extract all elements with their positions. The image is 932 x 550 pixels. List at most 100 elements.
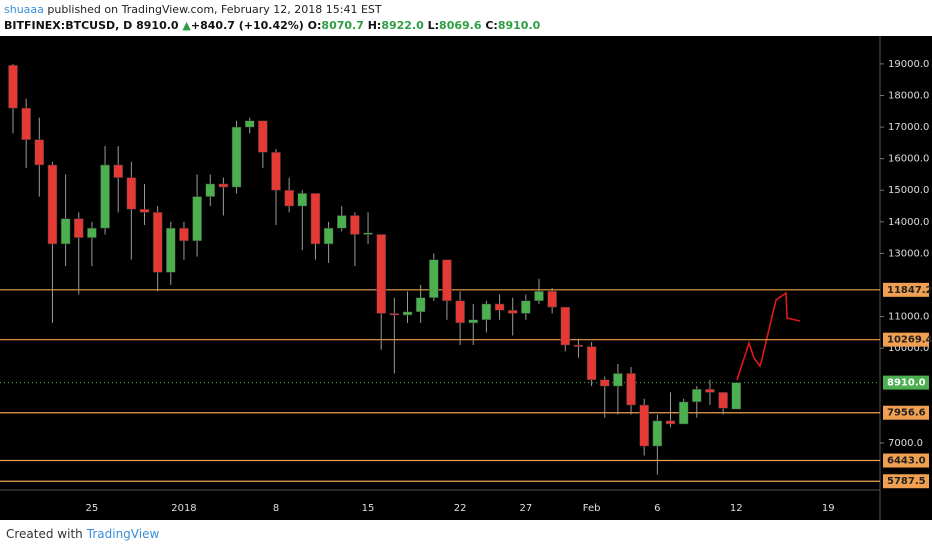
candle-body: [258, 120, 268, 153]
candle-body: [678, 401, 689, 425]
last-price: 8910.0: [136, 19, 179, 32]
candle-body: [297, 193, 308, 207]
candle-body: [47, 164, 58, 245]
l-label: L:: [427, 19, 440, 32]
x-tick-label: 15: [362, 503, 375, 514]
created-with: Created with: [6, 527, 83, 541]
candle-body: [34, 139, 45, 166]
candle-body: [665, 420, 676, 425]
publish-line: shuaaa published on TradingView.com, Feb…: [4, 3, 382, 16]
candle-body: [494, 303, 505, 311]
annotation-drawing: [736, 291, 801, 381]
candle-body: [692, 388, 702, 403]
ohlc-line: BITFINEX:BTCUSD, D 8910.0 ▲+840.7 (+10.4…: [4, 19, 540, 32]
candle-body: [244, 120, 255, 128]
y-tick-label: 11000.0: [888, 312, 929, 323]
candle-body: [74, 218, 84, 238]
x-tick-label: Feb: [583, 503, 601, 514]
candle-body: [350, 215, 360, 235]
candle-body: [521, 300, 531, 314]
candle-body: [560, 306, 571, 346]
candle-body: [573, 344, 584, 347]
x-tick-label: 25: [86, 503, 99, 514]
candle-body: [284, 189, 294, 207]
candle-body: [534, 291, 544, 302]
symbol: BITFINEX:BTCUSD, D: [4, 19, 133, 32]
level-box: [883, 405, 929, 420]
candle-body: [152, 212, 163, 273]
candle-body: [271, 152, 281, 191]
candle-body: [415, 297, 426, 313]
y-tick-label: 15000.0: [888, 185, 929, 196]
candle-body: [87, 227, 97, 238]
x-tick-label: 22: [454, 503, 467, 514]
level-box: [883, 474, 929, 489]
level-label: 10269.4: [887, 335, 932, 346]
candle-body: [652, 420, 663, 447]
candle-body: [8, 64, 18, 109]
last-price-box: [883, 375, 929, 390]
candle-body: [389, 313, 400, 316]
change-arrow: ▲: [182, 19, 191, 32]
candle-body: [547, 291, 557, 308]
close-value: 8910.0: [497, 19, 541, 32]
candle-body: [402, 311, 413, 316]
candle-body: [192, 196, 202, 242]
x-tick-label: 8: [273, 503, 279, 514]
brand[interactable]: TradingView: [86, 527, 160, 541]
candle-body: [507, 310, 518, 314]
candle-body: [139, 208, 150, 213]
o-label: O:: [307, 19, 322, 32]
level-box: [883, 453, 929, 468]
candle-body: [731, 382, 741, 410]
level-box: [883, 332, 929, 347]
level-label: 7956.6: [887, 408, 926, 419]
candle-body: [310, 193, 321, 245]
candle-body: [205, 183, 215, 197]
y-tick-label: 13000.0: [888, 248, 929, 259]
candle-body: [337, 215, 347, 229]
candle-body: [613, 373, 623, 387]
h-label: H:: [367, 19, 382, 32]
candle-body: [218, 183, 229, 188]
chart: 7000.0 10000.0 11000.0 13000.0 14000.0 15000.…: [0, 36, 932, 520]
candle-body: [60, 218, 71, 245]
candle-body: [363, 232, 373, 235]
candle-body: [718, 392, 728, 409]
candle-body: [705, 388, 715, 393]
candle-body: [113, 164, 123, 178]
y-tick-label: 19000.0: [888, 59, 929, 70]
change: +840.7 (+10.42%): [190, 19, 304, 32]
candle-body: [481, 303, 492, 320]
level-label: 6443.0: [887, 456, 926, 467]
chart-background: [0, 36, 932, 520]
y-tick-label: 10000.0: [888, 343, 929, 354]
low-value: 8069.6: [439, 19, 482, 32]
y-tick-label: 16000.0: [888, 154, 929, 165]
x-tick-label: 12: [730, 503, 743, 514]
candle-body: [639, 404, 649, 447]
candle-body: [586, 346, 597, 381]
last-price-label: 8910.0: [887, 378, 926, 389]
candle-body: [429, 259, 439, 298]
candle-body: [376, 234, 386, 314]
x-tick-label: 19: [822, 503, 835, 514]
author[interactable]: shuaaa: [4, 3, 44, 16]
y-tick-label: 14000.0: [888, 217, 929, 228]
open-value: 8070.7: [321, 19, 364, 32]
candle-body: [626, 373, 636, 406]
y-tick-label: 7000.0: [888, 438, 923, 449]
x-tick-label: 6: [654, 503, 660, 514]
candle-body: [21, 107, 31, 140]
published-text: published on TradingView.com, February 1…: [47, 3, 382, 16]
candle-body: [179, 227, 189, 242]
candle-body: [166, 227, 176, 273]
candle-body: [455, 300, 465, 324]
candle-body: [126, 177, 137, 210]
candle-body: [600, 379, 610, 387]
level-label: 11847.2: [887, 285, 932, 296]
candle-body: [231, 126, 242, 188]
c-label: C:: [485, 19, 498, 32]
x-tick-label: 2018: [171, 503, 196, 514]
